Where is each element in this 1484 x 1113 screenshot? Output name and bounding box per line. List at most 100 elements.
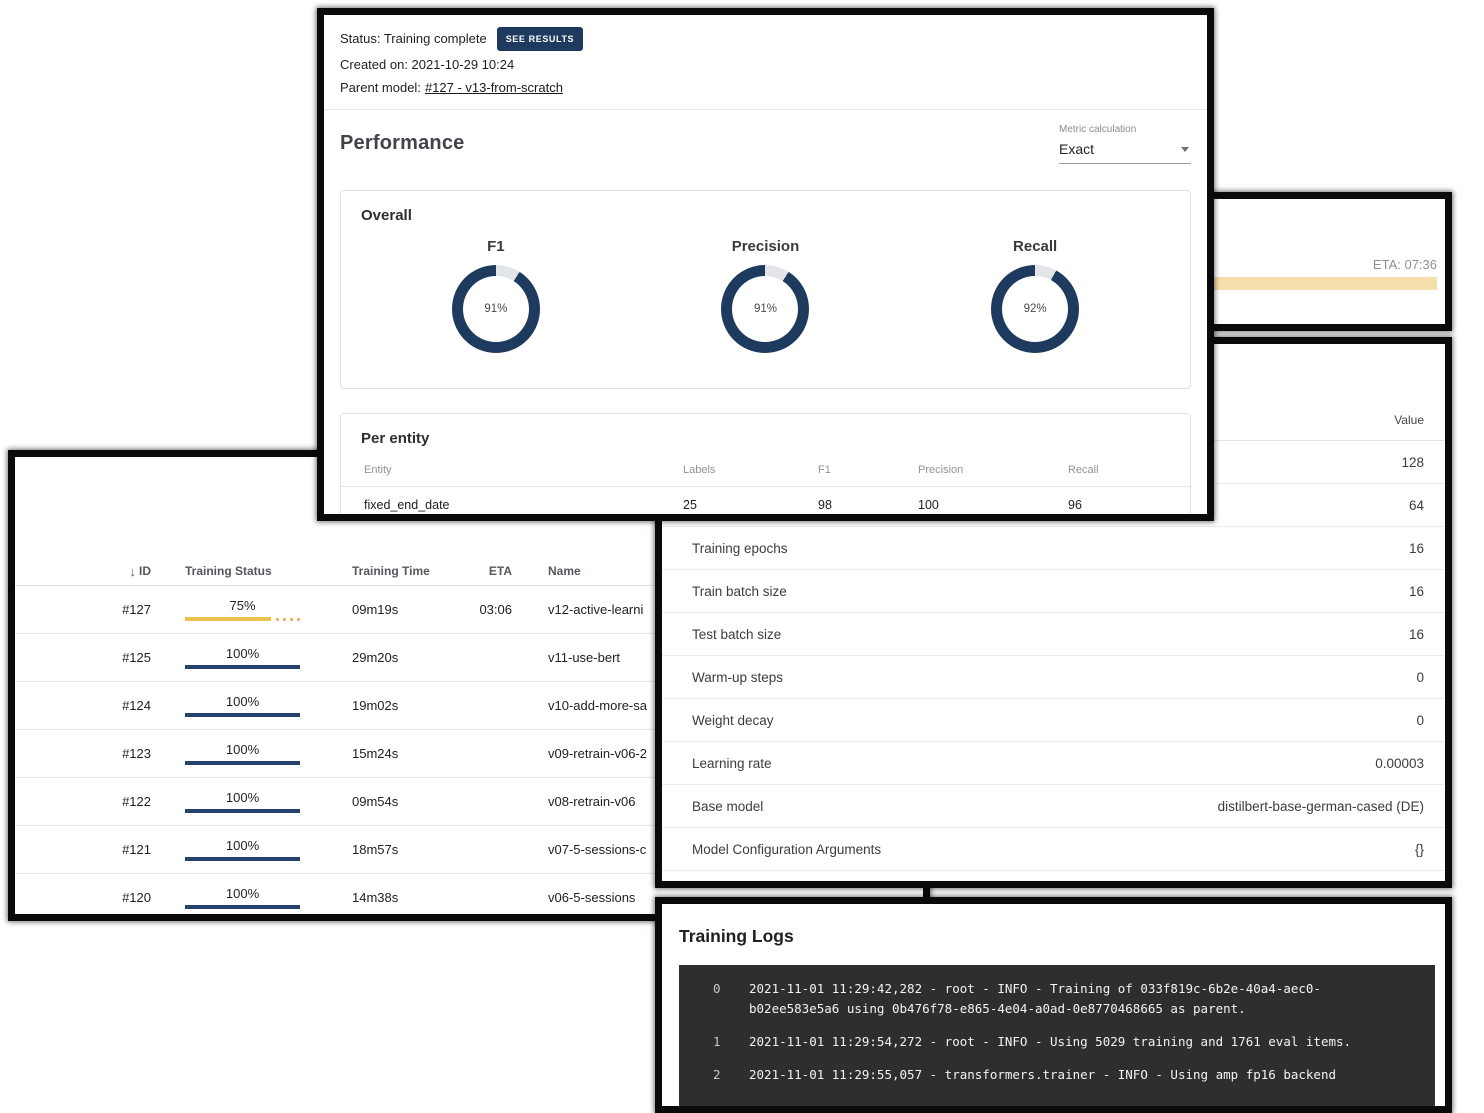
run-progress-fill <box>185 809 300 813</box>
metric-label: F1 <box>487 238 505 255</box>
sort-descending-icon[interactable]: ↓ <box>129 563 137 579</box>
run-progress-percent: 100% <box>225 886 260 901</box>
parent-model-line: Parent model: #127 - v13-from-scratch <box>340 79 1191 97</box>
run-progress-fill <box>185 617 271 621</box>
run-name: v09-retrain-v06-2 <box>548 746 647 761</box>
status-block: Status: Training complete SEE RESULTS Cr… <box>324 15 1207 97</box>
run-progress: 75% <box>185 598 300 621</box>
log-line: 0 2021-11-01 11:29:42,282 - root - INFO … <box>713 979 1415 1019</box>
log-line-index: 1 <box>713 1034 721 1049</box>
metric-calculation-select[interactable]: Metric calculation Exact <box>1059 124 1191 164</box>
see-results-badge[interactable]: SEE RESULTS <box>496 27 584 51</box>
training-logs-panel: Training Logs 0 2021-11-01 11:29:42,282 … <box>655 897 1452 1113</box>
entity-column-header: Precision <box>918 464 964 476</box>
runs-table: ↓ ID Training Status Training Time ETA N… <box>15 557 923 914</box>
run-progress-percent: 100% <box>225 646 260 661</box>
runs-column-id-label: ID <box>139 564 151 578</box>
run-name: v06-5-sessions <box>548 890 636 905</box>
metric-calculation-value: Exact <box>1059 141 1095 157</box>
run-time: 19m02s <box>352 698 399 713</box>
run-name: v07-5-sessions-c <box>548 842 647 857</box>
metric-label: Precision <box>731 238 800 255</box>
eta-label: ETA: 07:36 <box>1372 257 1437 272</box>
log-line: 1 2021-11-01 11:29:54,272 - root - INFO … <box>713 1032 1415 1052</box>
entity-cell: fixed_end_date <box>364 498 450 512</box>
param-row: Warm-up steps 0 <box>662 656 1445 699</box>
param-value: 64 <box>1408 497 1424 513</box>
run-progress: 100% <box>185 646 300 669</box>
metric: Recall 92% <box>991 238 1080 353</box>
param-row: Model Configuration Arguments {} <box>662 828 1445 871</box>
run-time: 14m38s <box>352 890 399 905</box>
run-progress-bar <box>185 761 300 765</box>
run-progress-percent: 100% <box>225 742 260 757</box>
created-line: Created on: 2021-10-29 10:24 <box>340 57 515 72</box>
run-progress-bar <box>185 713 300 717</box>
param-row: Learning rate 0.00003 <box>662 742 1445 785</box>
log-line-index: 0 <box>713 981 721 996</box>
param-value: distilbert-base-german-cased (DE) <box>1217 798 1424 814</box>
param-rows: 128 64 Training epochs 16 Train batch si… <box>662 441 1445 871</box>
run-progress-bar <box>185 809 300 813</box>
runs-column-eta: ETA <box>488 564 512 578</box>
entity-cell: 25 <box>683 498 697 512</box>
buffer-dot-icon <box>297 617 300 621</box>
run-id: #127 <box>122 602 151 617</box>
run-progress-percent: 100% <box>225 694 260 709</box>
run-time: 29m20s <box>352 650 399 665</box>
runs-column-id[interactable]: ↓ ID <box>15 563 152 579</box>
entity-cell: 98 <box>818 498 832 512</box>
param-value: 16 <box>1408 583 1424 599</box>
log-terminal[interactable]: 0 2021-11-01 11:29:42,282 - root - INFO … <box>679 965 1435 1106</box>
run-row[interactable]: #124 100% 19m02s v10-add-more-sa <box>15 682 923 730</box>
entity-header-row: Entity Labels F1 Precision Recall <box>341 464 1190 487</box>
run-row[interactable]: #120 100% 14m38s v06-5-sessions <box>15 874 923 914</box>
donut-chart: 92% <box>991 265 1080 353</box>
run-row[interactable]: #127 75% 09m19s 03:06 v12-active-learni <box>15 586 923 634</box>
run-eta: 03:06 <box>479 602 512 617</box>
run-progress: 100% <box>185 742 300 765</box>
run-id: #122 <box>122 794 151 809</box>
run-progress-percent: 100% <box>225 790 260 805</box>
param-label: Base model <box>692 798 764 814</box>
run-progress-percent: 100% <box>225 838 260 853</box>
param-value: 16 <box>1408 540 1424 556</box>
buffer-dot-icon <box>283 617 286 621</box>
run-progress-fill <box>185 665 300 669</box>
run-progress-dots <box>276 617 300 621</box>
divider <box>324 109 1207 110</box>
donut-value: 92% <box>1023 303 1047 315</box>
per-entity-title: Per entity <box>361 430 430 447</box>
log-line-index: 2 <box>713 1067 721 1082</box>
param-value: 16 <box>1408 626 1424 642</box>
parent-model-link[interactable]: #127 - v13-from-scratch <box>424 80 563 95</box>
run-time: 09m54s <box>352 794 399 809</box>
overall-metrics: F1 91% Precision 91% Recall 92% <box>361 238 1170 353</box>
entity-rows: fixed_end_date 25 98 100 96 <box>341 487 1190 514</box>
run-time: 15m24s <box>352 746 399 761</box>
run-progress-fill <box>185 857 300 861</box>
run-progress-bar <box>185 617 300 621</box>
run-progress: 100% <box>185 838 300 861</box>
run-row[interactable]: #125 100% 29m20s v11-use-bert <box>15 634 923 682</box>
overall-title: Overall <box>361 207 412 224</box>
runs-column-name: Name <box>548 564 581 578</box>
param-label: Learning rate <box>692 755 772 771</box>
param-value: {} <box>1414 841 1424 857</box>
param-label: Train batch size <box>692 583 787 599</box>
entity-row: fixed_end_date 25 98 100 96 <box>341 487 1190 514</box>
run-progress-fill <box>185 713 300 717</box>
run-row[interactable]: #122 100% 09m54s v08-retrain-v06 <box>15 778 923 826</box>
param-label: Weight decay <box>692 712 774 728</box>
run-id: #120 <box>122 890 151 905</box>
run-row[interactable]: #121 100% 18m57s v07-5-sessions-c <box>15 826 923 874</box>
param-label: Model Configuration Arguments <box>692 841 882 857</box>
param-label: Training epochs <box>692 540 788 556</box>
param-value: 0.00003 <box>1375 755 1424 771</box>
metric: Precision 91% <box>721 238 810 353</box>
runs-column-training-time: Training Time <box>352 564 430 578</box>
run-progress-fill <box>185 905 300 909</box>
param-row: Base model distilbert-base-german-cased … <box>662 785 1445 828</box>
run-row[interactable]: #123 100% 15m24s v09-retrain-v06-2 <box>15 730 923 778</box>
parent-model-label: Parent model: <box>340 80 421 95</box>
